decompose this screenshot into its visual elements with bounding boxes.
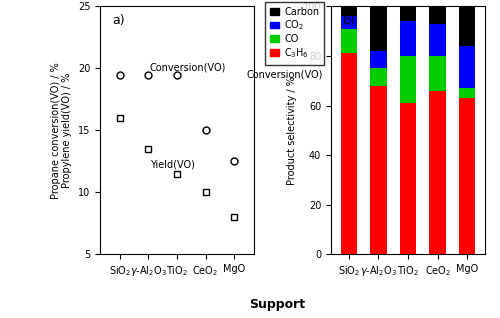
Bar xyxy=(340,53,357,254)
Bar xyxy=(400,6,416,21)
Bar xyxy=(340,29,357,53)
Bar xyxy=(430,24,446,56)
Text: Conversion(VO): Conversion(VO) xyxy=(150,63,226,73)
Bar xyxy=(430,56,446,91)
Bar xyxy=(370,68,386,86)
Text: Support: Support xyxy=(250,299,306,311)
Bar xyxy=(430,91,446,254)
Bar xyxy=(400,21,416,56)
Text: Yield(VO): Yield(VO) xyxy=(150,160,195,169)
Bar xyxy=(370,51,386,68)
Bar xyxy=(459,6,475,46)
Y-axis label: Propane conversion(VO) / %
Propylene yield(VO) / %: Propane conversion(VO) / % Propylene yie… xyxy=(50,62,72,199)
Bar xyxy=(400,56,416,103)
Legend: Carbon, CO$_2$, CO, C$_3$H$_6$: Carbon, CO$_2$, CO, C$_3$H$_6$ xyxy=(265,2,324,65)
Bar xyxy=(459,98,475,254)
Text: a): a) xyxy=(112,14,125,27)
Y-axis label: Product selectivity / %: Product selectivity / % xyxy=(288,76,298,185)
Text: b): b) xyxy=(344,14,356,27)
Bar xyxy=(370,6,386,51)
Bar xyxy=(340,16,357,29)
Bar xyxy=(459,88,475,98)
Bar xyxy=(370,86,386,254)
Bar xyxy=(400,103,416,254)
Bar xyxy=(430,6,446,24)
Text: Conversion(VO): Conversion(VO) xyxy=(246,70,322,80)
Bar xyxy=(340,6,357,16)
Bar xyxy=(459,46,475,88)
